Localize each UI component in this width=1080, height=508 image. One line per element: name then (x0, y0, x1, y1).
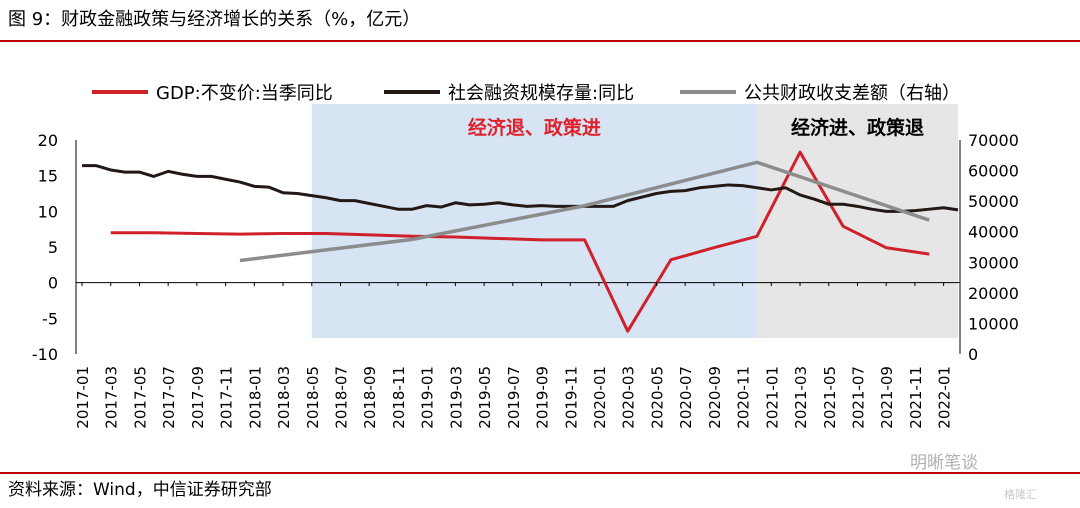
x-tick-label: 2017-01 (74, 366, 92, 429)
bottom-divider (0, 472, 1080, 474)
y-right-tick-label: 0 (968, 345, 978, 364)
y-left-tick-label: -5 (42, 309, 58, 328)
x-tick-label: 2020-07 (677, 366, 695, 429)
x-tick-label: 2021-03 (792, 366, 810, 429)
series-line-1 (110, 150, 930, 333)
x-tick-label: 2020-05 (648, 366, 666, 429)
y-right-tick-label: 50000 (968, 192, 1019, 211)
series-lines (82, 150, 959, 333)
x-tick-labels: 2017-01 2017-03 2017-05 2017-07 2017-09 2017-… (74, 282, 954, 429)
shaded-region-1 (311, 104, 757, 338)
x-tick-label: 2019-01 (419, 366, 437, 429)
x-tick-label: 2021-07 (849, 366, 867, 429)
y-left-tick-label: 15 (38, 167, 58, 186)
x-tick-label: 2017-03 (103, 366, 121, 429)
x-tick-label: 2021-09 (878, 366, 896, 429)
x-tick-label: 2020-11 (735, 366, 753, 429)
y-left-tick-label: 0 (48, 274, 58, 293)
shaded-regions: 经济退、政策进 经济进、政策退 (311, 104, 958, 338)
x-tick-label: 2017-05 (131, 366, 149, 429)
x-tick-label: 2018-07 (332, 366, 350, 429)
y-left-tick-label: -10 (32, 345, 58, 364)
x-tick-label: 2018-05 (304, 366, 322, 429)
series-line-2 (82, 164, 959, 213)
x-tick-label: 2019-05 (476, 366, 494, 429)
x-tick-label: 2019-09 (534, 366, 552, 429)
y-right-tick-label: 40000 (968, 223, 1019, 242)
x-tick-label: 2020-09 (706, 366, 724, 429)
shaded-region-2 (756, 104, 958, 338)
top-divider (0, 40, 1080, 42)
watermark-brand: 明晰笔谈 (910, 453, 978, 473)
y-right-tick-label: 20000 (968, 284, 1019, 303)
x-tick-label: 2019-11 (562, 366, 580, 429)
legend-label-1: GDP:不变价:当季同比 (156, 83, 333, 104)
x-tick-label: 2017-11 (218, 366, 236, 429)
y-left-tick-label: 20 (38, 131, 58, 150)
x-tick-label: 2018-11 (390, 366, 408, 429)
y-left-tick-label: 5 (48, 238, 58, 257)
x-tick-label: 2019-07 (505, 366, 523, 429)
y-right-tick-label: 10000 (968, 314, 1019, 333)
x-tick-label: 2018-03 (275, 366, 293, 429)
axes: -10 -5 0 5 10 15 20 0 10000 20000 30000 40000 50000 6… (32, 131, 1019, 364)
legend-label-3: 公共财政收支差额（右轴） (744, 83, 960, 104)
y-right-tick-label: 60000 (968, 162, 1019, 181)
x-tick-label: 2017-09 (189, 366, 207, 429)
chart-title: 图 9：财政金融政策与经济增长的关系（%，亿元） (8, 9, 421, 30)
y-right-tick-label: 70000 (968, 131, 1019, 150)
region-label-2: 经济进、政策退 (791, 116, 924, 139)
x-tick-label: 2018-01 (246, 366, 264, 429)
x-tick-label: 2020-01 (591, 366, 609, 429)
y-left-tick-label: 10 (38, 202, 58, 221)
legend: GDP:不变价:当季同比 社会融资规模存量:同比 公共财政收支差额（右轴） (92, 83, 960, 104)
watermark-logo: 格隆汇 (1004, 488, 1037, 501)
x-tick-label: 2018-09 (361, 366, 379, 429)
x-tick-label: 2021-01 (763, 366, 781, 429)
x-tick-label: 2021-05 (821, 366, 839, 429)
region-label-1: 经济退、政策进 (468, 116, 601, 139)
x-tick-label: 2022-01 (936, 366, 954, 429)
legend-label-2: 社会融资规模存量:同比 (448, 83, 634, 104)
y-right-tick-label: 30000 (968, 253, 1019, 272)
x-tick-label: 2019-03 (447, 366, 465, 429)
series-line-3 (239, 160, 930, 263)
source-note: 资料来源：Wind，中信证券研究部 (8, 480, 272, 500)
x-tick-label: 2020-03 (620, 366, 638, 429)
x-tick-label: 2017-07 (160, 366, 178, 429)
x-tick-label: 2021-11 (907, 366, 925, 429)
